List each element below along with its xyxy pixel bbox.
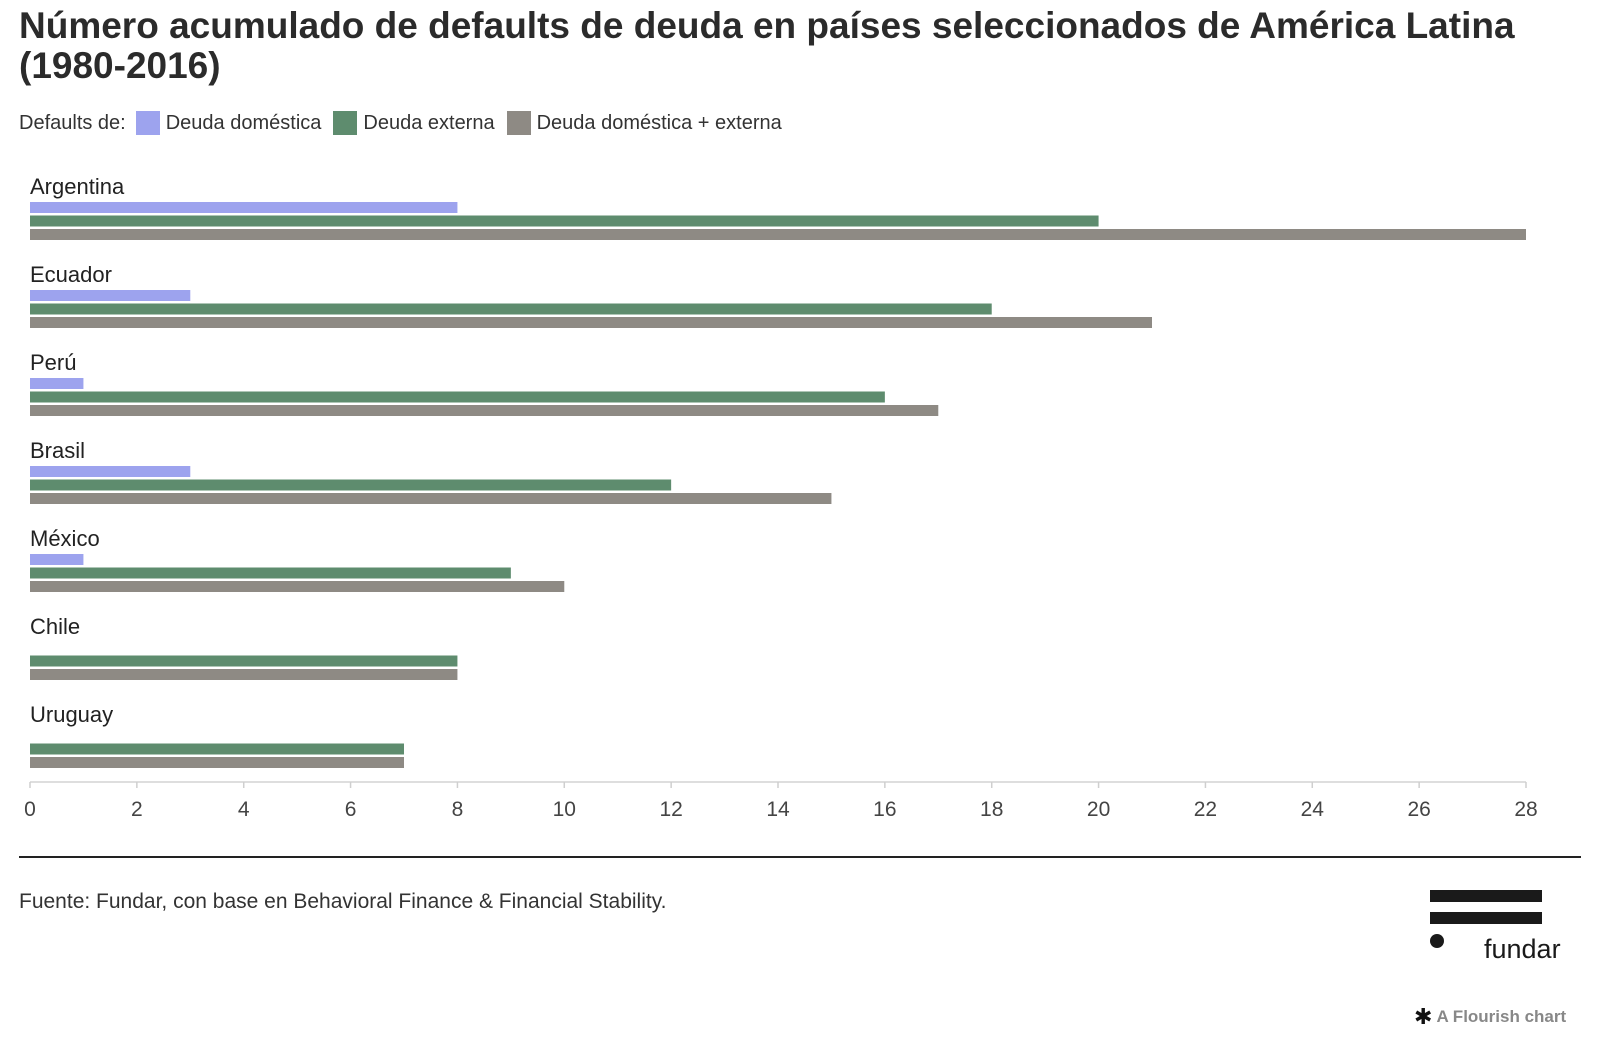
fundar-logo: fundar — [1430, 890, 1580, 970]
bar-uruguay-deuda-externa — [30, 743, 404, 755]
country-label-brasil: Brasil — [30, 438, 85, 463]
bar-mexico-deuda-domestica — [30, 554, 84, 565]
logo-dot — [1430, 934, 1444, 948]
bar-argentina-deuda-domestica-externa — [30, 229, 1526, 240]
legend-label-domestic: Deuda doméstica — [165, 111, 322, 134]
x-tick-label-12: 12 — [659, 798, 682, 821]
country-label-argentina: Argentina — [30, 174, 125, 199]
x-tick-label-28: 28 — [1514, 798, 1537, 821]
legend-swatch-domestic — [135, 111, 160, 135]
country-label-peru: Perú — [30, 350, 76, 375]
flourish-credit[interactable]: ✱ A Flourish chart — [1414, 1004, 1566, 1030]
x-tick-label-0: 0 — [24, 798, 36, 821]
bar-uruguay-deuda-domestica-externa — [30, 757, 404, 768]
x-tick-label-6: 6 — [345, 798, 357, 821]
legend-label-external: Deuda externa — [363, 111, 495, 134]
bar-chart: Argentina Ecuador Perú Brasil México Chile Uru… — [24, 174, 1538, 821]
bar-argentina-deuda-domestica — [30, 202, 458, 213]
x-tick-label-2: 2 — [131, 798, 143, 821]
logo-wordmark: fundar — [1484, 934, 1561, 964]
logo-bar-bottom — [1430, 912, 1542, 924]
bar-ecuador-deuda-domestica — [30, 290, 191, 301]
flourish-asterisk-icon: ✱ — [1414, 1004, 1433, 1029]
x-tick-label-14: 14 — [766, 798, 790, 821]
country-label-uruguay: Uruguay — [30, 702, 113, 727]
x-tick-label-20: 20 — [1087, 798, 1110, 821]
legend-lead: Defaults de: — [19, 111, 126, 134]
footer-divider — [19, 856, 1581, 858]
legend-label-combined: Deuda doméstica + externa — [536, 111, 782, 134]
legend-item-domestic[interactable]: Deuda doméstica — [135, 111, 322, 135]
credit-text: A Flourish chart — [1436, 1007, 1567, 1026]
legend-swatch-combined — [506, 111, 531, 135]
bar-ecuador-deuda-domestica-externa — [30, 317, 1152, 328]
legend: Defaults de: Deuda doméstica Deuda exter… — [19, 110, 794, 136]
bar-peru-deuda-domestica — [30, 378, 84, 389]
bar-mexico-deuda-externa — [30, 567, 511, 579]
country-label-mexico: México — [30, 526, 100, 551]
country-label-chile: Chile — [30, 614, 80, 639]
chart-title: Número acumulado de defaults de deuda en… — [19, 5, 1515, 86]
bar-brasil-deuda-domestica-externa — [30, 493, 832, 504]
bar-mexico-deuda-domestica-externa — [30, 581, 565, 592]
bar-peru-deuda-domestica-externa — [30, 405, 939, 416]
bar-ecuador-deuda-externa — [30, 303, 992, 315]
x-tick-label-16: 16 — [873, 798, 896, 821]
bar-chile-deuda-domestica-externa — [30, 669, 458, 680]
logo-bar-top — [1430, 890, 1542, 902]
x-tick-label-18: 18 — [980, 798, 1003, 821]
x-tick-label-22: 22 — [1194, 798, 1217, 821]
bar-brasil-deuda-domestica — [30, 466, 191, 477]
x-tick-label-24: 24 — [1301, 798, 1325, 821]
x-tick-label-8: 8 — [452, 798, 464, 821]
x-tick-label-4: 4 — [238, 798, 250, 821]
bar-argentina-deuda-externa — [30, 215, 1099, 227]
bar-peru-deuda-externa — [30, 391, 885, 403]
legend-item-combined[interactable]: Deuda doméstica + externa — [506, 111, 782, 135]
legend-swatch-external — [333, 111, 358, 135]
country-label-ecuador: Ecuador — [30, 262, 112, 287]
bar-chile-deuda-externa — [30, 655, 458, 667]
x-tick-label-10: 10 — [553, 798, 576, 821]
bar-brasil-deuda-externa — [30, 479, 672, 491]
legend-item-external[interactable]: Deuda externa — [333, 111, 495, 135]
x-tick-label-26: 26 — [1407, 798, 1430, 821]
source-note: Fuente: Fundar, con base en Behavioral F… — [19, 890, 667, 913]
